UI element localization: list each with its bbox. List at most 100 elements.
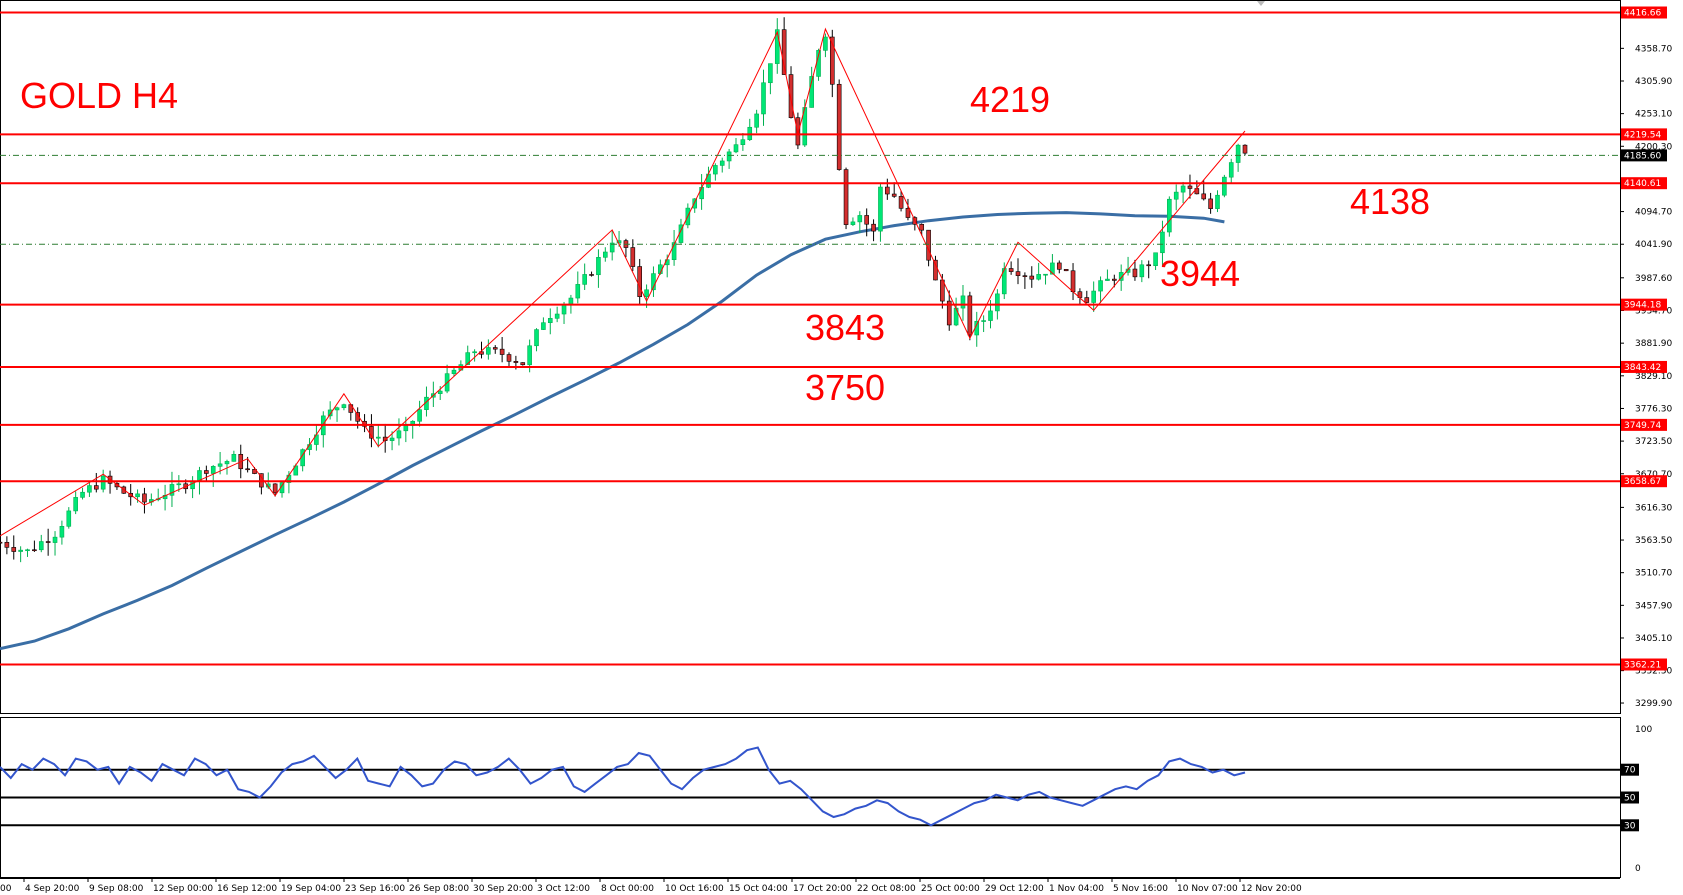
candle-body [836,83,842,170]
candle-body [520,362,526,366]
candle-body [1201,193,1207,200]
candle-body [25,549,30,552]
candle-body [981,320,986,322]
candle-body [1098,280,1103,292]
x-tick-label: 10 Oct 16:00 [665,884,724,894]
level-price-tag [1621,418,1667,431]
x-edge-label: 00 [0,884,12,894]
candle-body [1084,297,1090,303]
candle-body [513,361,519,363]
x-tick-label: 9 Sep 08:00 [89,884,144,894]
rsi-axis-label: 100 [1635,725,1652,735]
candle-body [547,318,553,323]
candle-body [891,193,897,197]
y-tick-label: 3934.70 [1635,307,1672,317]
level-price-tag [1621,658,1667,671]
candle-body [417,409,422,422]
candle-body [885,186,890,195]
candle-body [774,29,780,64]
level-label: 4219 [970,79,1050,120]
candle-body [465,352,471,365]
candle-body [561,304,567,315]
current-price-tag-text: 4185.60 [1624,151,1661,161]
x-tick-label: 22 Oct 08:00 [857,884,916,894]
x-tick-label: 5 Nov 16:00 [1113,884,1168,894]
y-tick-label: 3510.70 [1635,569,1672,579]
candle-body [609,242,615,253]
candle-body [18,549,23,552]
level-label: 3944 [1160,253,1240,294]
scroll-marker-icon [1257,1,1265,6]
x-tick-label: 16 Sep 12:00 [217,884,277,894]
y-tick-label: 3670.70 [1635,470,1672,480]
candle-body [376,436,381,439]
candle-body [878,186,883,232]
candle-body [733,144,739,153]
candle-body [66,510,72,527]
candle-body [1063,269,1069,272]
level-price-tag-text: 4416.66 [1624,9,1661,19]
level-label: 3843 [805,307,885,348]
level-price-tag-text: 3749.74 [1624,421,1661,431]
candle-body [142,493,147,503]
candle-body [905,208,911,218]
rsi-level-tag-text: 70 [1624,766,1636,776]
candle-body [362,420,367,427]
candle-body [341,404,347,409]
y-tick-label: 3776.30 [1635,404,1672,414]
x-tick-label: 12 Sep 00:00 [153,884,213,894]
candle-body [1118,272,1124,281]
x-tick-label: 23 Sep 16:00 [345,884,405,894]
candle-body [740,139,746,145]
candle-body [1146,264,1152,267]
candle-body [788,74,794,118]
x-tick-label: 4 Sep 20:00 [25,884,80,894]
x-tick-label: 12 Nov 20:00 [1241,884,1302,894]
candle-body [327,409,333,417]
x-tick-label: 26 Sep 08:00 [409,884,469,894]
level-price-tag [1621,360,1667,373]
candle-body [217,463,223,467]
level-price-tag-text: 4219.54 [1624,130,1661,140]
candle-body [926,229,931,261]
candle-body [1180,185,1186,193]
candle-body [396,430,402,439]
y-tick-label: 3881.90 [1635,339,1672,349]
level-price-tag [1621,6,1667,19]
candle-body [761,82,766,115]
level-price-tag-text: 3843.42 [1624,363,1661,373]
candle-body [1056,262,1062,270]
candle-body [486,347,491,355]
candle-body [4,542,10,548]
candle-body [224,461,230,465]
candle-body [492,347,498,350]
candle-body [1043,273,1048,276]
candle-body [589,274,594,276]
rsi-level-tag [1621,763,1639,776]
y-tick-label: 3616.30 [1635,503,1672,513]
candle-body [451,369,457,374]
y-tick-label: 3563.50 [1635,536,1672,546]
candle-body [582,274,587,285]
candle-body [32,549,37,552]
candle-body [988,310,993,321]
candle-body [403,425,409,432]
candle-body [809,76,814,108]
candle-body [713,165,718,175]
candle-body [73,497,78,512]
rsi-line [0,746,1246,827]
level-price-tag [1621,475,1667,488]
candle-body [1139,264,1145,278]
candle-body [80,491,85,498]
candle-body [100,475,106,490]
x-tick-label: 19 Sep 04:00 [281,884,341,894]
x-tick-label: 15 Oct 04:00 [729,884,788,894]
y-tick-label: 4358.70 [1635,44,1672,54]
candle-body [726,151,732,162]
y-tick-label: 3829.10 [1635,372,1672,382]
candle-body [93,485,99,490]
y-tick-label: 3405.10 [1635,634,1672,644]
current-price-tag [1621,149,1667,162]
y-tick-label: 3299.90 [1635,699,1672,709]
